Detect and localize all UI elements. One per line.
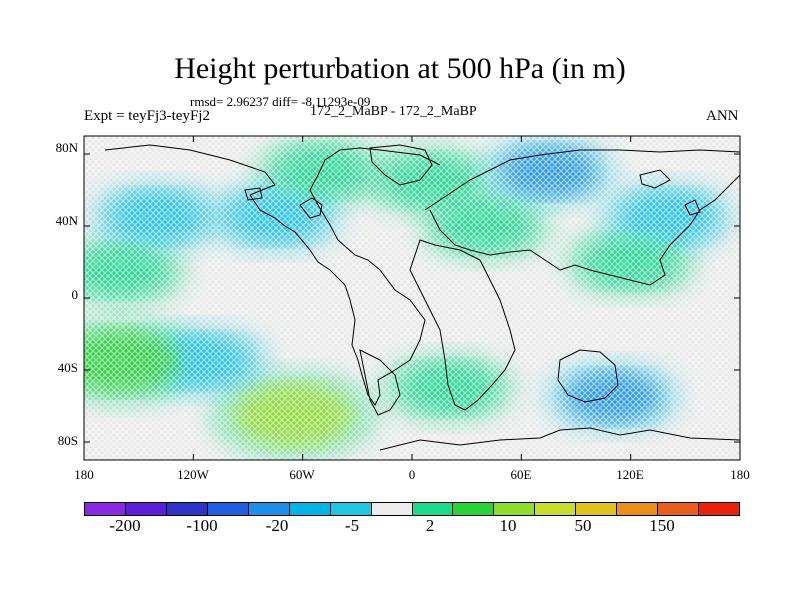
colorbar-box: [85, 503, 126, 515]
colorbar-box: [207, 503, 249, 515]
lon-label: 120E: [616, 467, 644, 482]
stats-line: rmsd= 2.96237 diff= -8.11293e-09: [190, 94, 371, 109]
colorbar-box: [289, 503, 331, 515]
colorbar-tick-label: 50: [574, 516, 592, 535]
lon-label: 180: [730, 467, 750, 482]
colorbar-box: [371, 503, 413, 515]
colorbar-box: [699, 503, 739, 515]
colorbar-box: [125, 503, 167, 515]
colorbar-tick-label: 150: [649, 516, 675, 535]
colorbar-tick-label: 2: [425, 516, 435, 535]
colorbar-box: [535, 503, 577, 515]
lon-label: 120W: [177, 467, 209, 482]
colorbar-tick-label: 10: [499, 516, 517, 535]
colorbar-tick-label: -200: [109, 516, 141, 535]
lat-label: 80S: [57, 433, 78, 448]
runs-label: 172_2_MaBP - 172_2_MaBP: [310, 104, 477, 119]
map-title: Height perturbation at 500 hPa (in m): [174, 52, 626, 85]
colorbar-box: [248, 503, 290, 515]
colorbar-box: [617, 503, 659, 515]
colorbar-box: [494, 503, 536, 515]
hatch-overlay: [84, 136, 740, 460]
season-label: ANN: [706, 108, 739, 124]
lon-label: 60E: [510, 467, 532, 482]
lat-label: 0: [71, 287, 79, 302]
colorbar-tick-label: -20: [265, 516, 289, 535]
lat-label: 40N: [55, 213, 78, 228]
colorbar-box: [576, 503, 618, 515]
colorbar-box: [166, 503, 208, 515]
lat-label: 80N: [55, 140, 78, 155]
colorbar-tick-label: -100: [186, 516, 218, 535]
colorbar-tick-label: -5: [344, 516, 360, 535]
experiment-label: Expt = teyFj3-teyFj2: [84, 108, 210, 124]
axis-ticks: [83, 136, 741, 460]
colorbar: [84, 502, 740, 516]
lat-label: 40S: [57, 360, 78, 375]
coastlines: [104, 144, 740, 451]
colorbar-box: [658, 503, 700, 515]
colorbar-box: [330, 503, 372, 515]
lon-label: 60W: [289, 467, 315, 482]
colorbar-box: [412, 503, 454, 515]
colorbar-box: [453, 503, 495, 515]
lon-label: 0: [408, 467, 416, 482]
lon-label: 180: [74, 467, 94, 482]
